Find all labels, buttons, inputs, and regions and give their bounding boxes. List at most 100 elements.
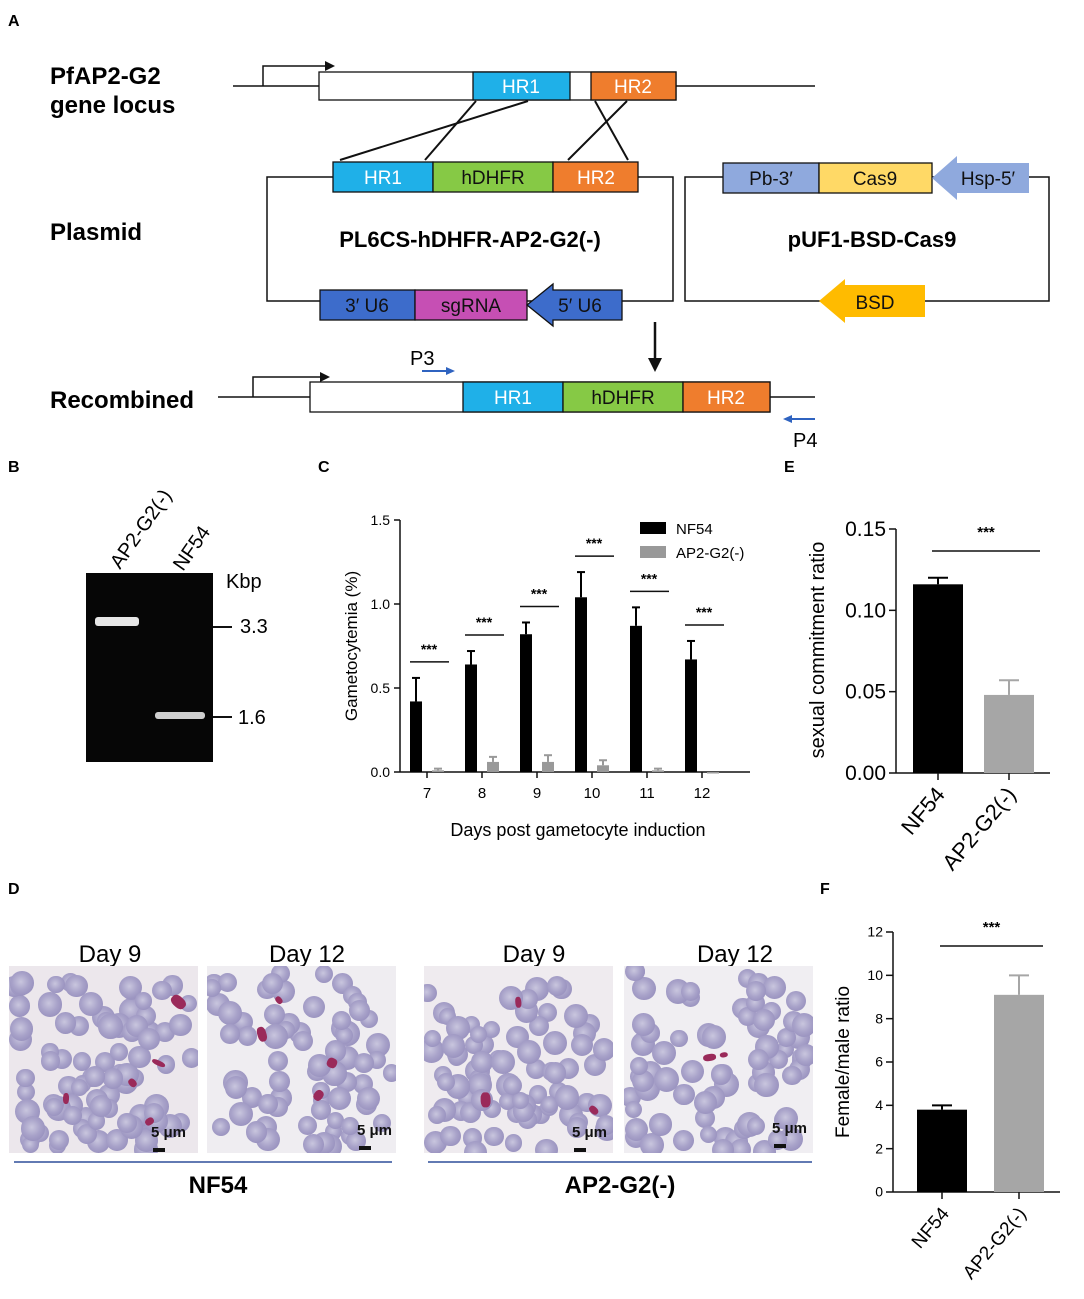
group-label-nf54: NF54 <box>189 1172 248 1199</box>
significance-label: *** <box>641 570 658 586</box>
red-blood-cell <box>78 992 103 1017</box>
red-blood-cell <box>673 1130 694 1152</box>
red-blood-cell <box>670 1029 689 1048</box>
primer-p3-label: P3 <box>410 348 434 370</box>
plasmid-pl6cs: HR1 hDHFR HR2 PL6CS-hDHFR-AP2-G2(-) 3′ U… <box>266 161 674 328</box>
plasmid-hdhfr-box <box>432 161 554 193</box>
bar <box>597 765 609 772</box>
recombined-hr1-box <box>462 381 564 413</box>
y-tick-label: 0.05 <box>845 681 886 704</box>
y-tick-label: 0.0 <box>371 764 391 780</box>
x-tick-label: 8 <box>478 785 486 802</box>
gel-band-1-6 <box>155 712 205 719</box>
red-blood-cell <box>502 1075 523 1096</box>
red-blood-cell <box>711 1139 734 1153</box>
red-blood-cell <box>293 1031 314 1052</box>
micrograph-title-2: Day 12 <box>269 941 345 968</box>
gel-image <box>86 573 213 762</box>
red-blood-cell <box>795 1043 813 1066</box>
red-blood-cell <box>353 1053 375 1074</box>
chart-female-male-ratio: 0 2 4 6 8 10 12 NF54 AP2-G2(-) *** Female/male rat… <box>833 919 1060 1284</box>
significance-label: *** <box>476 614 493 630</box>
significance-label: *** <box>421 641 438 657</box>
parasite <box>702 1053 717 1063</box>
chart-gametocytemia: 0.0 0.5 1.0 1.5 7 *** 8 *** 9 *** 10 *** 11 *** 12 *** G… <box>342 512 750 840</box>
red-blood-cell <box>245 1121 267 1143</box>
red-blood-cell <box>652 1040 677 1065</box>
y-tick-label: 1.5 <box>371 512 391 528</box>
red-blood-cell <box>324 1040 347 1062</box>
plasmid-row-label: Plasmid <box>50 219 142 246</box>
red-blood-cell <box>653 1067 679 1093</box>
red-blood-cell <box>701 1024 727 1050</box>
panel-f: F 0 2 4 6 8 10 12 NF54 AP2-G2(-) *** Female/male r… <box>820 881 1060 1284</box>
u6-5-arrow <box>525 282 623 328</box>
bar <box>630 625 642 772</box>
red-blood-cell <box>782 1065 802 1086</box>
red-blood-cell <box>311 1100 331 1120</box>
red-blood-cell <box>512 1091 530 1109</box>
red-blood-cell <box>335 1027 353 1045</box>
red-blood-cell <box>700 1125 718 1143</box>
bar <box>487 761 499 772</box>
micrograph-nf54-day12: 5 μm <box>207 966 396 1153</box>
bar <box>465 664 477 772</box>
red-blood-cell <box>694 1090 717 1114</box>
micrograph-title-3: Day 9 <box>503 941 566 968</box>
y-tick-label: 4 <box>875 1097 883 1113</box>
y-tick-label: 0 <box>875 1184 883 1200</box>
red-blood-cell <box>382 1064 396 1082</box>
red-blood-cell <box>135 1129 158 1152</box>
recombined-hr1-label: HR1 <box>494 388 532 409</box>
y-tick-label: 0.10 <box>845 599 886 622</box>
panel-d-label: D <box>8 881 20 898</box>
plasmid-puf1: Pb-3′ Cas9 Hsp-5′ pUF1-BSD-Cas9 BSD <box>684 156 1050 323</box>
red-blood-cell <box>624 1100 643 1119</box>
red-blood-cell <box>490 1049 515 1074</box>
recombined-hr2-box <box>682 381 771 413</box>
red-blood-cell <box>517 988 539 1010</box>
red-blood-cell <box>302 995 326 1018</box>
bar <box>913 584 963 773</box>
locus-hr1-box <box>472 71 571 101</box>
red-blood-cell <box>649 1113 672 1136</box>
plasmid2-name: pUF1-BSD-Cas9 <box>788 227 957 252</box>
primer-p4-label: P4 <box>793 430 817 452</box>
red-blood-cell <box>424 1030 441 1048</box>
bar <box>575 597 587 772</box>
bar <box>685 659 697 772</box>
panel-c: C 0.0 0.5 1.0 1.5 7 *** 8 *** 9 *** 10 *** 11 *** 12 **… <box>318 459 750 840</box>
red-blood-cell <box>326 1111 344 1130</box>
scale-bar-4: 5 μm <box>772 1120 813 1153</box>
red-blood-cell <box>541 1096 559 1114</box>
red-blood-cell <box>570 1033 594 1057</box>
red-blood-cell <box>554 1084 580 1110</box>
y-tick-label: 12 <box>867 924 883 940</box>
micrograph-ap2g2-day12: 5 μm <box>624 966 813 1153</box>
recombined-diagram: HR1 hDHFR HR2 P3 P4 <box>218 348 817 452</box>
pb3-label: Pb-3′ <box>749 169 793 190</box>
panel-d: D Day 9 Day 12 Day 9 Day 12 NF54 AP2-G2(… <box>8 881 812 1199</box>
micrograph-ap2g2-day9: 5 μm <box>424 966 613 1153</box>
red-blood-cell <box>542 1030 567 1055</box>
red-blood-cell <box>10 1017 34 1041</box>
red-blood-cell <box>44 1098 63 1117</box>
red-blood-cell <box>745 980 767 1001</box>
red-blood-cell <box>349 1000 370 1022</box>
red-blood-cell <box>207 978 222 998</box>
y-tick-label: 8 <box>875 1010 883 1026</box>
significance-label: *** <box>977 524 995 541</box>
red-blood-cell <box>631 1069 654 1092</box>
red-blood-cell <box>752 1008 775 1032</box>
red-blood-cell <box>483 1020 501 1039</box>
cas9-label: Cas9 <box>853 169 897 190</box>
red-blood-cell <box>297 1115 318 1135</box>
x-tick-label: 9 <box>533 785 541 802</box>
bar <box>917 1109 967 1192</box>
red-blood-cell <box>224 1076 248 1099</box>
significance-label: *** <box>531 585 548 601</box>
plasmid-hr2-label: HR2 <box>577 168 615 189</box>
red-blood-cell <box>54 1012 77 1034</box>
red-blood-cell <box>441 1034 466 1058</box>
